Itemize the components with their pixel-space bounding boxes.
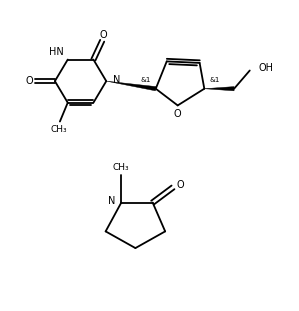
- Text: CH₃: CH₃: [113, 163, 130, 172]
- Text: HN: HN: [49, 47, 64, 57]
- Text: O: O: [100, 30, 107, 40]
- Polygon shape: [204, 86, 234, 91]
- Text: O: O: [176, 180, 184, 190]
- Polygon shape: [106, 81, 156, 91]
- Text: O: O: [25, 76, 33, 86]
- Text: N: N: [112, 75, 120, 85]
- Text: O: O: [174, 109, 181, 118]
- Text: N: N: [108, 196, 115, 206]
- Text: &1: &1: [209, 77, 219, 83]
- Text: CH₃: CH₃: [50, 125, 67, 134]
- Text: &1: &1: [141, 77, 151, 83]
- Text: OH: OH: [259, 63, 274, 73]
